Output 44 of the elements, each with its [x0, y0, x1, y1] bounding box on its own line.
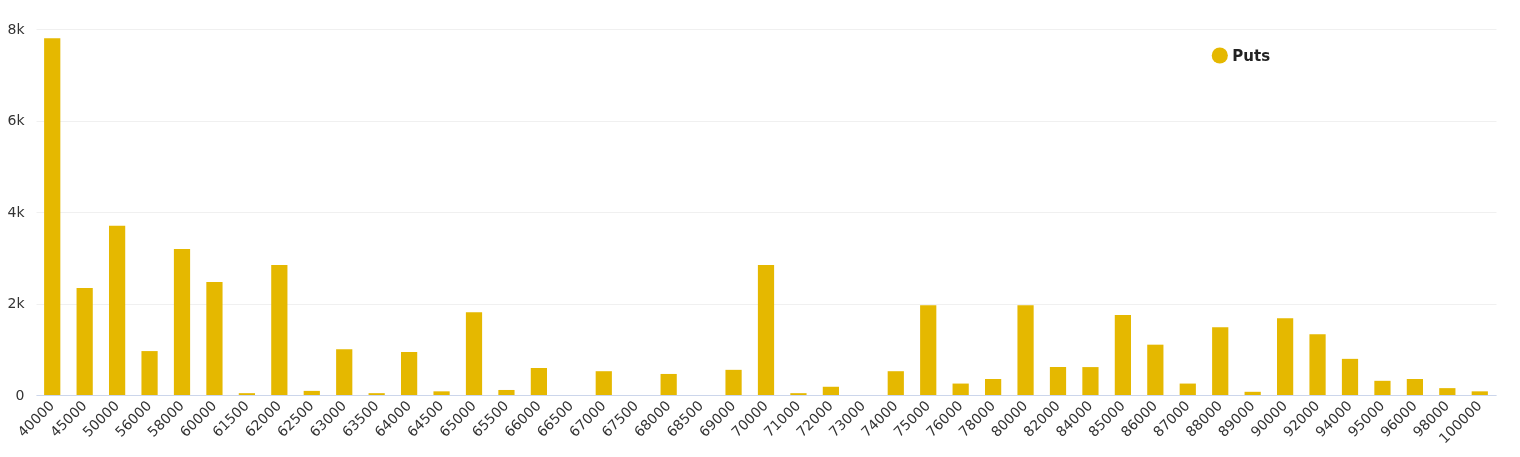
bar: [1341, 358, 1359, 395]
bar: [660, 373, 677, 395]
bar: [141, 351, 158, 395]
bar: [1212, 327, 1229, 395]
bar: [822, 386, 839, 395]
bar: [465, 312, 483, 395]
bar: [1147, 344, 1164, 395]
legend-label: Puts: [1232, 46, 1271, 65]
bar: [595, 371, 612, 395]
bar: [530, 368, 547, 395]
bar: [725, 369, 742, 395]
y-tick-label: 6k: [7, 112, 26, 128]
y-tick-label: 0: [15, 386, 25, 403]
bar: [1439, 388, 1456, 395]
bar: [44, 38, 61, 395]
y-tick-label: 4k: [7, 203, 26, 220]
bar: [985, 378, 1002, 395]
bar: [1277, 318, 1294, 395]
bar: [757, 265, 775, 395]
bar: [303, 390, 320, 395]
bar: [1049, 367, 1067, 395]
bar: [1179, 383, 1196, 395]
bar: [433, 391, 450, 395]
bar: [1406, 378, 1423, 395]
bar: [1309, 334, 1326, 395]
bar: [401, 352, 418, 395]
bar: [952, 383, 969, 395]
bar: [271, 265, 288, 395]
bar: [336, 349, 353, 395]
bar: [920, 305, 937, 395]
bar: [887, 371, 904, 395]
bar: [173, 249, 191, 395]
bar: [1082, 367, 1099, 395]
bar: [1244, 391, 1261, 395]
y-tick-label: 8k: [7, 20, 26, 37]
bar: [1114, 314, 1131, 395]
y-tick-label: 2k: [7, 295, 26, 311]
bar: [206, 282, 223, 395]
bar: [1017, 305, 1034, 395]
bar: [109, 225, 126, 395]
bar: [76, 287, 93, 395]
bar: [1471, 391, 1488, 395]
bar: [1374, 380, 1391, 395]
bar: [498, 389, 515, 395]
